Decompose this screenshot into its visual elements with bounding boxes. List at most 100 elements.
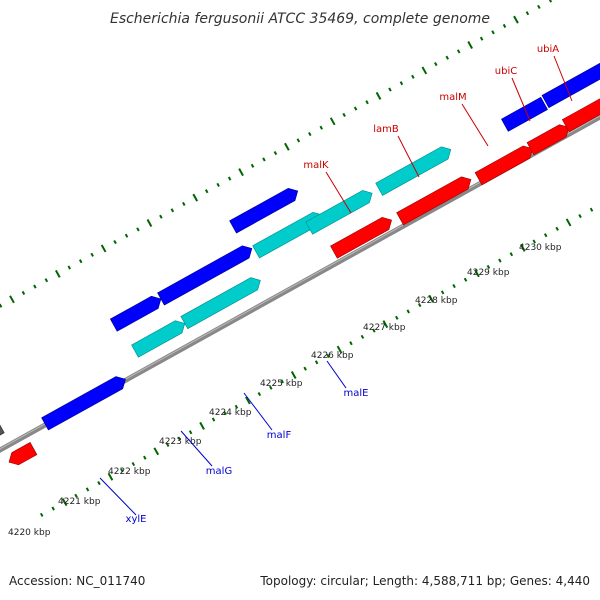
leader-line [180, 430, 213, 467]
upper-tick [548, 0, 553, 3]
lower-tick [463, 277, 468, 282]
upper-tick [513, 15, 519, 24]
lower-tick [97, 481, 101, 486]
upper-tick [456, 49, 461, 54]
leader-line [553, 55, 573, 102]
upper-tick [0, 303, 3, 308]
upper-tick [319, 125, 323, 130]
upper-tick [216, 182, 220, 187]
accession-text: Accession: NC_011740 [9, 574, 146, 588]
gene-feature [0, 424, 5, 436]
lower-tick [428, 294, 434, 303]
lower-tick [39, 512, 44, 517]
lower-tick [61, 498, 68, 507]
tick-label: 4223 kbp [159, 437, 202, 447]
tick-label: 4228 kbp [415, 296, 458, 306]
lower-tick [395, 315, 399, 320]
lower-tick [382, 320, 389, 329]
leader-line [461, 103, 489, 147]
gene-feature [41, 376, 126, 431]
tick-grid: 4220 kbp 4221 kbp 4222 kbp 4223 kbp 4224 kbp… [0, 0, 594, 538]
gene-label: malG [206, 466, 232, 477]
gene-label: malE [344, 388, 369, 399]
upper-tick [113, 240, 117, 245]
gene-feature [157, 245, 253, 306]
leader-line [326, 360, 347, 389]
lower-tick [519, 243, 526, 252]
lower-tick [223, 411, 227, 416]
lower-tick [326, 353, 330, 359]
tick-label: 4221 kbp [58, 497, 101, 507]
upper-tick [90, 252, 94, 257]
upper-tick [525, 11, 530, 16]
lower-tick [234, 404, 239, 409]
leader-line [99, 477, 137, 516]
gene-labels: xylE malG malF malE malK lamB malM ubiC ubiA [99, 44, 573, 525]
upper-tick [146, 219, 153, 228]
gene-features [0, 62, 600, 466]
upper-tick [329, 117, 336, 126]
upper-tick [284, 142, 290, 151]
lower-tick [188, 430, 193, 435]
upper-tick [365, 100, 369, 105]
lower-tick [165, 442, 170, 448]
upper-tick [192, 193, 199, 202]
tick-label: 4220 kbp [8, 528, 51, 538]
lower-tick [543, 233, 548, 238]
upper-tick [100, 244, 107, 253]
lower-tick [360, 334, 365, 339]
upper-tick [54, 269, 61, 278]
gene-label: malF [267, 430, 292, 441]
upper-tick [342, 112, 346, 118]
map-title: Escherichia fergusonii ATCC 35469, compl… [110, 11, 490, 27]
lower-tick [245, 396, 251, 405]
upper-tick [262, 157, 266, 162]
upper-tick [250, 163, 255, 168]
gene-label: malK [303, 160, 329, 171]
lower-tick [51, 506, 55, 511]
upper-tick [296, 138, 301, 143]
tick-label: 4226 kbp [311, 351, 354, 361]
gene-feature [8, 442, 38, 466]
lower-tick [269, 385, 273, 390]
gene-label: ubiA [537, 44, 559, 55]
upper-tick [170, 208, 175, 213]
tick-label: 4230 kbp [519, 243, 562, 253]
upper-tick [9, 295, 15, 304]
upper-tick [502, 23, 507, 29]
lower-tick [565, 218, 572, 227]
lower-tick [555, 226, 559, 231]
gene-feature [180, 277, 261, 330]
upper-tick [159, 214, 163, 219]
gene-label: ubiC [495, 66, 517, 77]
lower-tick [440, 290, 445, 295]
genome-summary-text: Topology: circular; Length: 4,588,711 bp… [260, 574, 590, 588]
lower-tick [532, 239, 536, 244]
lower-tick [589, 207, 594, 212]
upper-tick [124, 233, 129, 238]
lower-tick [452, 283, 456, 289]
upper-tick [21, 290, 26, 296]
gene-feature [109, 295, 162, 332]
upper-tick [421, 66, 428, 75]
gene-label: xylE [126, 514, 147, 525]
upper-tick [375, 91, 382, 100]
lower-tick [314, 360, 319, 365]
upper-tick [434, 62, 438, 67]
upper-tick [353, 106, 358, 111]
upper-tick [491, 30, 495, 35]
tick-label: 4224 kbp [209, 408, 252, 418]
lower-tick [143, 455, 147, 460]
upper-tick [204, 189, 209, 194]
lower-tick [107, 472, 114, 481]
lower-tick [120, 468, 124, 473]
lower-tick [474, 269, 480, 278]
upper-tick [273, 151, 278, 156]
upper-tick [78, 259, 83, 264]
upper-tick [537, 4, 541, 9]
gene-feature [229, 187, 299, 234]
lower-tick [578, 214, 582, 219]
gene-feature [330, 217, 392, 259]
gene-feature [474, 145, 534, 186]
gene-feature [501, 96, 548, 132]
